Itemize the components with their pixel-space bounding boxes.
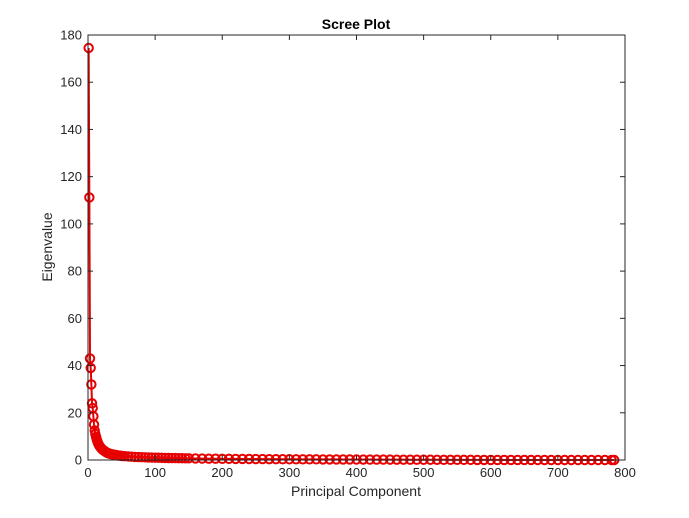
data-point [223, 453, 235, 465]
x-tick-label: 200 [211, 465, 233, 480]
y-tick-label: 20 [68, 405, 82, 420]
plot-area [88, 35, 625, 460]
x-axis-label: Principal Component [291, 483, 421, 499]
y-tick-label: 40 [68, 358, 82, 373]
x-tick-label: 700 [547, 465, 569, 480]
data-point [139, 452, 151, 463]
data-point [173, 452, 184, 464]
data-point [133, 451, 144, 463]
y-tick-label: 0 [75, 453, 82, 468]
y-tick-label: 140 [60, 122, 82, 137]
data-point [270, 453, 282, 465]
data-point [143, 452, 154, 463]
data-point [311, 454, 322, 465]
data-point [297, 454, 308, 465]
x-tick-label: 500 [413, 465, 435, 480]
data-point [331, 454, 342, 465]
chart-title: Scree Plot [322, 16, 391, 32]
data-point [290, 454, 302, 465]
data-point [183, 453, 194, 464]
y-tick-label: 80 [68, 264, 82, 279]
data-point [217, 453, 228, 465]
data-point [243, 453, 255, 465]
data-point [86, 379, 97, 390]
data-point [170, 452, 181, 464]
data-point [136, 451, 147, 463]
x-tick-label: 600 [480, 465, 502, 480]
x-tick-label: 0 [84, 465, 91, 480]
y-tick-label: 60 [68, 311, 82, 326]
data-point [166, 452, 178, 464]
data-point [277, 454, 288, 465]
data-point [146, 452, 157, 463]
data-point [88, 419, 100, 430]
x-tick-label: 300 [279, 465, 301, 480]
data-point [324, 454, 335, 465]
x-tick-label: 100 [144, 465, 166, 480]
data-point [237, 453, 248, 465]
x-tick-label: 800 [614, 465, 636, 480]
data-point [344, 454, 355, 465]
data-point [317, 454, 329, 465]
data-point [230, 453, 241, 465]
data-point [180, 453, 191, 464]
data-point [257, 453, 268, 465]
data-point [210, 453, 221, 464]
data-point [190, 453, 201, 464]
data-point [153, 452, 164, 463]
data-point [83, 42, 94, 54]
y-tick-label: 120 [60, 169, 82, 184]
data-point [264, 453, 275, 465]
data-point [149, 452, 161, 463]
y-tick-label: 180 [60, 28, 82, 43]
data-point [196, 453, 208, 464]
data-point [250, 453, 262, 465]
data-point [337, 454, 349, 465]
data-point [85, 362, 96, 374]
data-point [203, 453, 215, 464]
data-point [176, 453, 188, 464]
data-point [129, 451, 141, 463]
data-point [84, 353, 96, 364]
data-point [156, 452, 168, 464]
data-point [84, 192, 95, 203]
data-point [304, 454, 315, 465]
data-point [159, 452, 171, 464]
y-axis-label: Eigenvalue [39, 212, 55, 281]
data-point [163, 452, 174, 464]
axes-layer: 0 100 200 300 400 500 600 700 800 0 20 40 60 80 100 120… [60, 28, 636, 481]
y-tick-label: 160 [60, 75, 82, 90]
x-tick-label: 400 [346, 465, 368, 480]
y-tick-label: 100 [60, 216, 82, 231]
